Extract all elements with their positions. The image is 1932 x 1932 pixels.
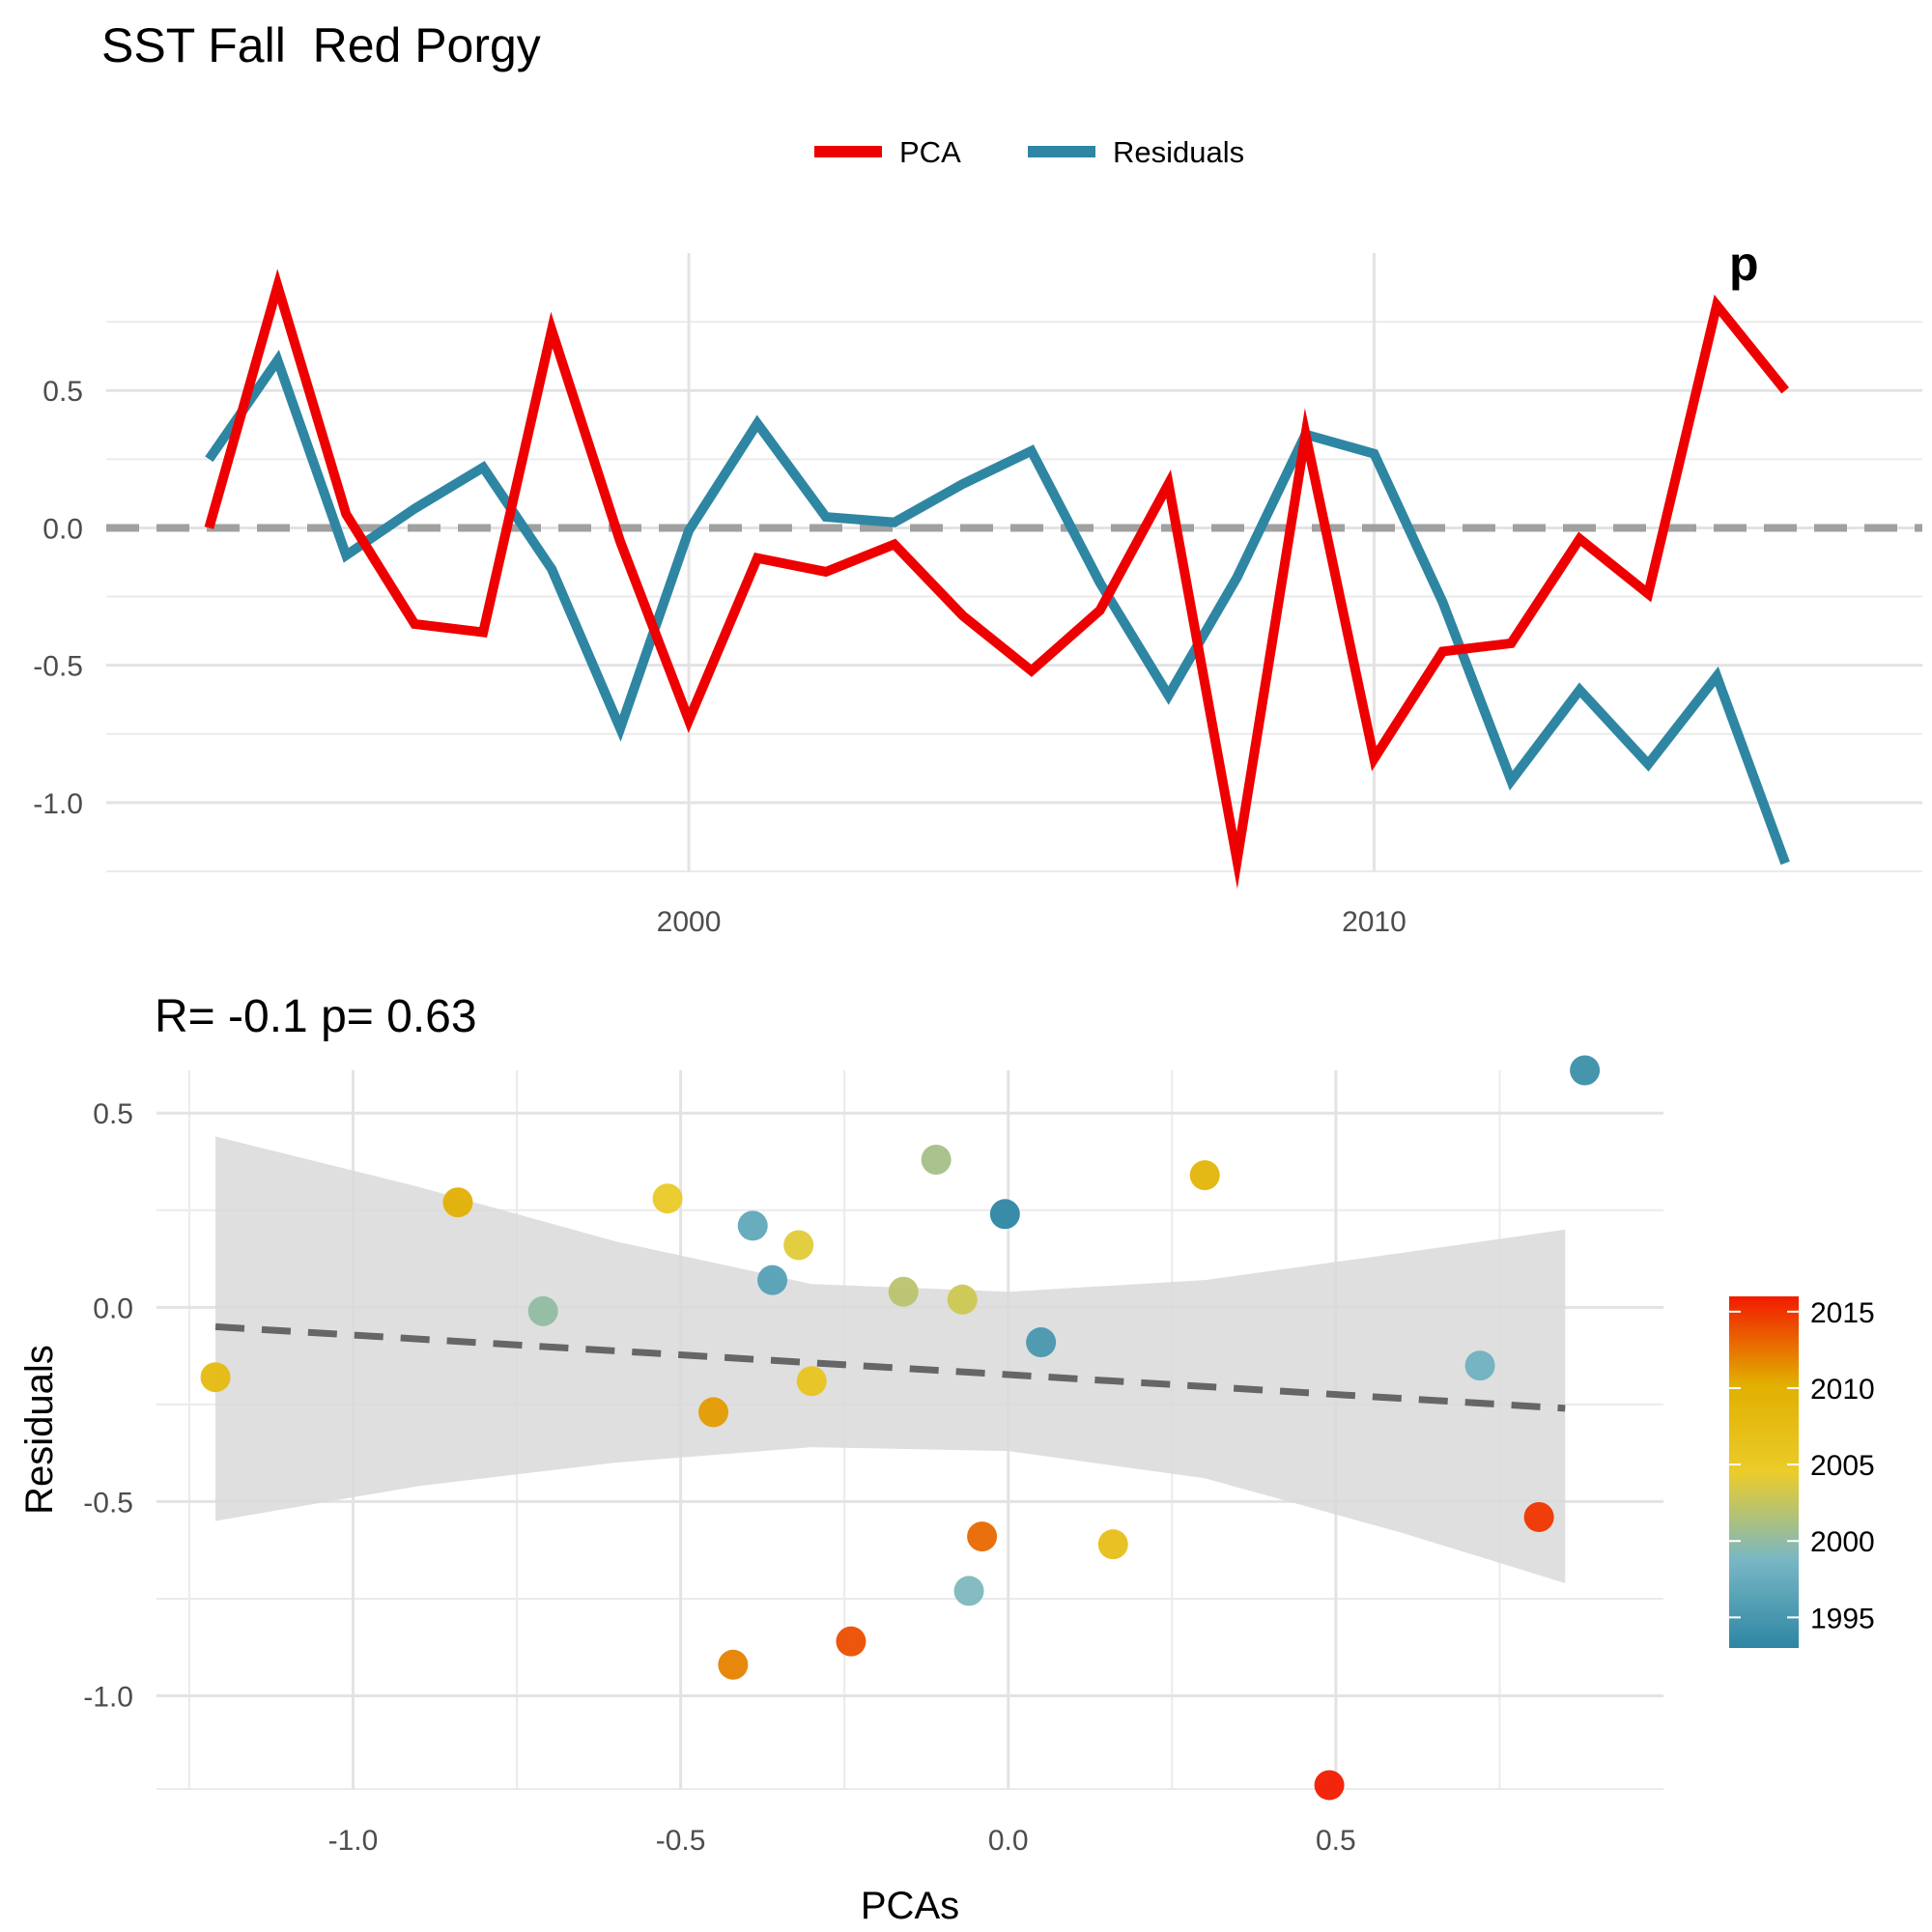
bottom-y-tick-label: 0.0: [93, 1293, 133, 1324]
regression-fit-line: [214, 1322, 1566, 1412]
bottom-y-tick-label: -1.0: [83, 1681, 133, 1713]
bottom-x-tick-label: -0.5: [656, 1825, 706, 1857]
series-line-pca: [204, 269, 1790, 890]
series-line-residuals: [205, 350, 1790, 866]
scatter-point: [757, 1264, 788, 1295]
top-x-tick-label: 2000: [657, 906, 722, 938]
legend-label: PCA: [899, 135, 961, 169]
bottom-x-tick-label: 0.0: [988, 1825, 1029, 1857]
top-y-tick-label: 0.5: [43, 376, 83, 408]
scatter-subtitle: R= -0.1 p= 0.63: [155, 991, 477, 1042]
top-y-tick-label: -1.0: [33, 788, 83, 820]
scatter-point: [888, 1276, 919, 1307]
scatter-point: [527, 1295, 558, 1326]
top-panel: [106, 253, 1922, 890]
chart-title: SST Fall Red Porgy: [101, 18, 541, 72]
confidence-band: [215, 1136, 1566, 1583]
scatter-point: [836, 1626, 867, 1657]
scatter-point: [1570, 1055, 1601, 1086]
scatter-point: [921, 1144, 952, 1175]
scatter-point: [1464, 1350, 1495, 1381]
colorbar: [1729, 1296, 1799, 1648]
top-y-tick-label: -0.5: [33, 651, 83, 683]
scatter-point: [1523, 1501, 1554, 1532]
scatter-point: [967, 1521, 998, 1552]
bottom-x-tick-label: 0.5: [1316, 1825, 1356, 1857]
colorbar-tick-label: 2010: [1810, 1374, 1875, 1406]
scatter-point: [953, 1576, 984, 1606]
scatter-point: [1189, 1160, 1220, 1191]
bottom-panel: [156, 1055, 1799, 1801]
colorbar-tick-label: 2005: [1810, 1450, 1875, 1482]
top-y-tick-label: 0.0: [43, 513, 83, 545]
scatter-point: [989, 1199, 1020, 1230]
scatter-point: [652, 1183, 683, 1214]
colorbar-tick-label: 1995: [1810, 1603, 1875, 1634]
clipped-annotation: p: [1729, 237, 1759, 291]
y-axis-label: Residuals: [18, 1345, 61, 1515]
legend-label: Residuals: [1113, 135, 1244, 169]
scatter-point: [947, 1284, 978, 1315]
scatter-point: [737, 1210, 768, 1241]
colorbar-tick-label: 2015: [1810, 1297, 1875, 1329]
colorbar-tick-label: 2000: [1810, 1526, 1875, 1558]
top-x-tick-label: 2010: [1342, 906, 1406, 938]
bottom-x-tick-label: -1.0: [328, 1825, 379, 1857]
scatter-point: [698, 1397, 729, 1428]
scatter-point: [442, 1187, 473, 1218]
scatter-point: [200, 1362, 231, 1393]
x-axis-label: PCAs: [861, 1885, 959, 1927]
scatter-point: [783, 1230, 814, 1261]
bottom-y-tick-label: 0.5: [93, 1098, 133, 1130]
scatter-point: [796, 1366, 827, 1397]
bottom-y-tick-label: -0.5: [83, 1487, 133, 1519]
scatter-point: [1026, 1327, 1057, 1358]
scatter-point: [1097, 1529, 1128, 1560]
scatter-point: [718, 1649, 749, 1680]
scatter-point: [1314, 1770, 1345, 1801]
